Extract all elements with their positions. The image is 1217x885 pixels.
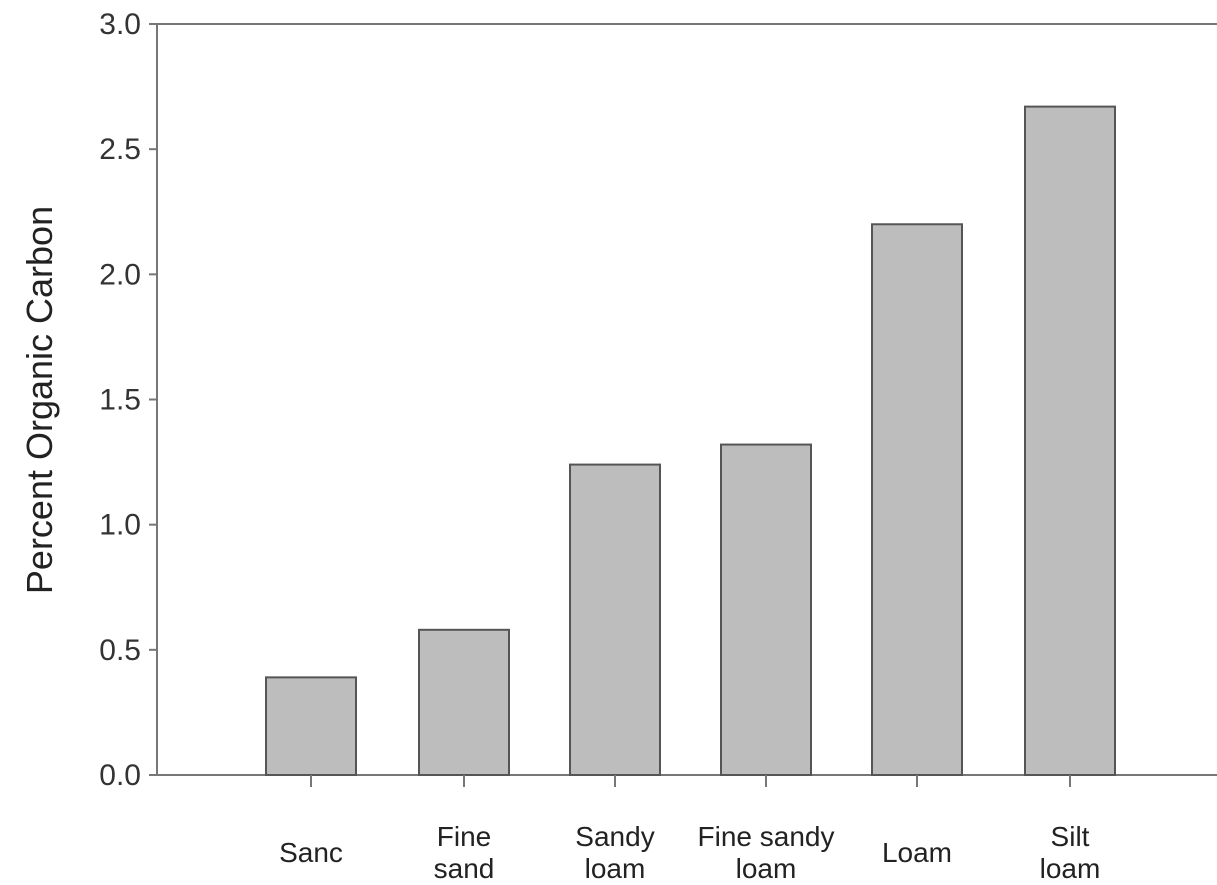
x-tick-label: loam: [1040, 853, 1101, 884]
x-tick-label: Fine: [437, 821, 491, 852]
bar: [418, 628, 510, 776]
y-tick-label: 1.5: [99, 384, 141, 417]
x-tick-label: Sandy: [575, 821, 654, 852]
x-tick-label: sand: [434, 853, 495, 884]
y-tick-label: 0.5: [99, 634, 141, 667]
y-tick-label: 2.5: [99, 133, 141, 166]
x-tick-label: loam: [736, 853, 797, 884]
bar: [1024, 105, 1116, 777]
x-tick-label: loam: [585, 853, 646, 884]
plot-area: 0.00.51.01.52.02.53.0SancFinesandSandylo…: [99, 8, 1217, 884]
y-tick-label: 3.0: [99, 8, 141, 41]
bar: [871, 223, 963, 776]
bar: [720, 443, 812, 776]
y-tick-label: 2.0: [99, 258, 141, 291]
x-tick-label: Fine sandy: [698, 821, 835, 852]
y-tick-label: 0.0: [99, 759, 141, 792]
y-axis-title: Percent Organic Carbon: [19, 206, 60, 594]
x-tick-label: Sanc: [279, 837, 343, 868]
x-tick-label: Silt: [1051, 821, 1090, 852]
y-tick-label: 1.0: [99, 509, 141, 542]
bar: [265, 676, 357, 776]
x-tick-label: Loam: [882, 837, 952, 868]
bar: [569, 463, 661, 776]
